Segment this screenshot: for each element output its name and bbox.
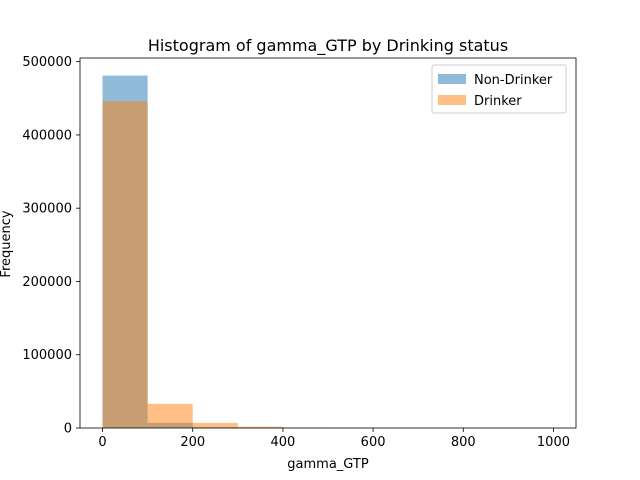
y-tick-label: 300000 [22, 202, 72, 217]
axes-frame [79, 57, 577, 429]
axes [79, 57, 577, 429]
bar-drinker-bin-3 [237, 426, 283, 428]
bar-drinker-bin-2 [192, 422, 238, 428]
y-tick-label: 200000 [22, 275, 72, 290]
bar-drinker-bin-1 [147, 403, 193, 428]
histogram-bars [102, 75, 554, 428]
y-tick-label: 400000 [22, 128, 72, 143]
y-axis-label: Frequency [0, 210, 14, 277]
bar-drinker-bin-0 [102, 101, 148, 428]
x-tick-label: 800 [451, 435, 476, 450]
legend: Non-Drinker Drinker [431, 64, 567, 114]
x-axis-label: gamma_GTP [287, 457, 369, 472]
x-tick-label: 400 [270, 435, 295, 450]
y-tick-label: 500000 [22, 55, 72, 70]
y-tick-label: 0 [64, 422, 72, 437]
legend-swatch-non-drinker [438, 74, 466, 84]
x-tick-label: 600 [361, 435, 386, 450]
legend-swatch-drinker [438, 95, 466, 105]
legend-label-drinker: Drinker [474, 94, 522, 109]
x-tick-label: 0 [98, 435, 106, 450]
x-tick-label: 200 [180, 435, 205, 450]
ticks: 0 200 400 600 800 1000 0 100000 200000 300000 4000… [22, 55, 570, 450]
chart-title: Histogram of gamma_GTP by Drinking statu… [148, 36, 508, 56]
x-tick-label: 1000 [537, 435, 570, 450]
legend-label-non-drinker: Non-Drinker [474, 73, 553, 88]
y-tick-label: 100000 [22, 348, 72, 363]
